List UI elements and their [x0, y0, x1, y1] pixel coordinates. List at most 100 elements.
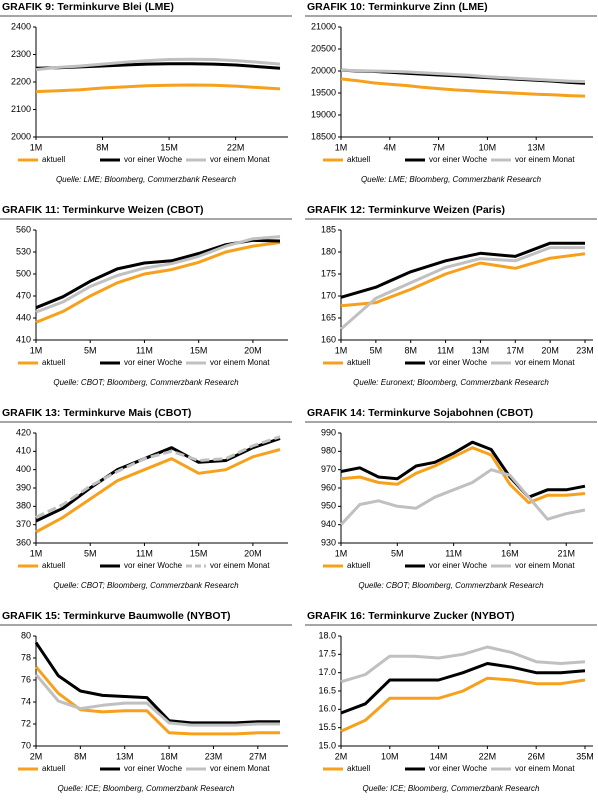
chart-title: GRAFIK 9: Terminkurve Blei (LME) — [2, 1, 174, 13]
series-line — [35, 57, 281, 72]
series-line — [340, 246, 585, 331]
y-tick-label: 15.0 — [318, 740, 336, 750]
series-line — [35, 83, 281, 94]
y-tick-label: 18500 — [311, 131, 336, 141]
y-tick-label: 72 — [21, 718, 31, 728]
y-tick-label: 410 — [16, 446, 31, 456]
title-rule — [0, 15, 292, 17]
x-tick-label: 26M — [527, 751, 545, 761]
x-tick-label: 27M — [249, 751, 267, 761]
y-tick-label: 2100 — [11, 104, 31, 114]
legend-label: vor einem Monat — [210, 155, 270, 164]
legend-label: aktuell — [42, 155, 65, 164]
legend-label: vor einer Woche — [124, 764, 183, 773]
x-tick-label: 1M — [335, 345, 348, 355]
chart-title: GRAFIK 15: Terminkurve Baumwolle (NYBOT) — [2, 610, 231, 622]
y-tick-label: 16.5 — [318, 685, 336, 695]
x-tick-label: 10M — [479, 142, 497, 152]
legend-label: vor einer Woche — [429, 561, 488, 570]
x-tick-label: 11M — [445, 548, 462, 558]
series-line — [340, 440, 586, 499]
series-line — [35, 435, 281, 519]
x-tick-label: 11M — [136, 345, 153, 355]
series-line — [340, 252, 586, 308]
y-tick-label: 76 — [21, 674, 31, 684]
source-note: Quelle: LME; Bloomberg, Commerzbank Rese… — [361, 175, 542, 184]
x-tick-label: 5M — [391, 548, 404, 558]
chart-panel: GRAFIK 13: Terminkurve Mais (CBOT) 360 370… — [0, 407, 292, 590]
x-tick-label: 21M — [557, 548, 575, 558]
legend-label: aktuell — [42, 358, 65, 367]
y-tick-label: 440 — [16, 312, 31, 322]
source-note: Quelle: CBOT; Bloomberg, Commerzbank Res… — [53, 378, 239, 387]
x-tick-label: 22M — [227, 142, 245, 152]
legend-label: aktuell — [347, 764, 370, 773]
x-tick-label: 17M — [507, 345, 525, 355]
x-tick-label: 14M — [430, 751, 448, 761]
x-tick-label: 7M — [432, 142, 445, 152]
y-tick-label: 940 — [321, 519, 336, 529]
y-tick-label: 380 — [16, 501, 31, 511]
x-tick-label: 4M — [384, 142, 397, 152]
legend-label: vor einer Woche — [124, 358, 183, 367]
x-tick-label: 15M — [160, 142, 178, 152]
title-rule — [0, 421, 292, 423]
series-line — [340, 645, 586, 684]
source-note: Quelle: CBOT; Bloomberg, Commerzbank Res… — [358, 581, 544, 590]
x-tick-label: 20M — [541, 345, 559, 355]
source-note: Quelle: CBOT; Bloomberg, Commerzbank Res… — [53, 581, 239, 590]
chart-panel: GRAFIK 10: Terminkurve Zinn (LME) 18500 19… — [305, 1, 597, 184]
x-tick-label: 13M — [472, 345, 490, 355]
x-tick-label: 1M — [335, 142, 348, 152]
legend-label: aktuell — [42, 764, 65, 773]
legend-label: vor einem Monat — [515, 561, 575, 570]
x-tick-label: 2M — [30, 751, 43, 761]
y-tick-label: 2400 — [11, 21, 31, 31]
x-tick-label: 20M — [244, 345, 262, 355]
x-tick-label: 5M — [84, 345, 97, 355]
title-rule — [305, 624, 597, 626]
y-tick-label: 74 — [21, 696, 31, 706]
y-tick-label: 970 — [321, 464, 336, 474]
x-tick-label: 15M — [190, 548, 208, 558]
y-tick-label: 990 — [321, 427, 336, 437]
chart-panel: GRAFIK 9: Terminkurve Blei (LME) 2000 2100… — [0, 1, 292, 184]
y-tick-label: 980 — [321, 446, 336, 456]
legend-label: vor einem Monat — [210, 358, 270, 367]
x-tick-label: 1M — [335, 548, 348, 558]
y-tick-label: 2200 — [11, 76, 31, 86]
y-tick-label: 930 — [321, 537, 336, 547]
x-tick-label: 2M — [335, 751, 348, 761]
y-tick-label: 500 — [16, 268, 31, 278]
x-tick-label: 1M — [30, 142, 43, 152]
x-tick-label: 8M — [404, 345, 417, 355]
chart-panel: GRAFIK 15: Terminkurve Baumwolle (NYBOT)… — [0, 610, 292, 793]
legend-label: vor einem Monat — [210, 764, 270, 773]
y-tick-label: 560 — [16, 224, 31, 234]
source-note: Quelle: ICE; Bloomberg, Commerzbank Rese… — [363, 784, 541, 793]
chart-panel: GRAFIK 11: Terminkurve Weizen (CBOT) 410 4… — [0, 204, 292, 387]
y-tick-label: 21000 — [311, 21, 336, 31]
legend-label: vor einer Woche — [429, 358, 488, 367]
legend-label: vor einer Woche — [429, 155, 488, 164]
y-tick-label: 18.0 — [318, 630, 336, 640]
y-tick-label: 15.5 — [318, 722, 336, 732]
y-tick-label: 950 — [321, 501, 336, 511]
title-rule — [0, 624, 292, 626]
series-line — [35, 448, 281, 534]
legend-label: vor einem Monat — [210, 561, 270, 570]
x-tick-label: 15M — [190, 345, 208, 355]
x-tick-label: 23M — [576, 345, 594, 355]
y-tick-label: 20000 — [311, 65, 336, 75]
y-tick-label: 370 — [16, 519, 31, 529]
y-tick-label: 410 — [16, 334, 31, 344]
series-line — [35, 235, 281, 314]
source-note: Quelle: Euronext; Bloomberg, Commerzbank… — [353, 378, 549, 387]
chart-panel: GRAFIK 16: Terminkurve Zucker (NYBOT) 15.… — [305, 610, 597, 793]
series-line — [340, 446, 586, 505]
chart-title: GRAFIK 11: Terminkurve Weizen (CBOT) — [2, 204, 203, 216]
source-note: Quelle: ICE; Bloomberg, Commerzbank Rese… — [58, 784, 236, 793]
series-line — [34, 673, 280, 727]
chart-title: GRAFIK 10: Terminkurve Zinn (LME) — [307, 1, 488, 13]
